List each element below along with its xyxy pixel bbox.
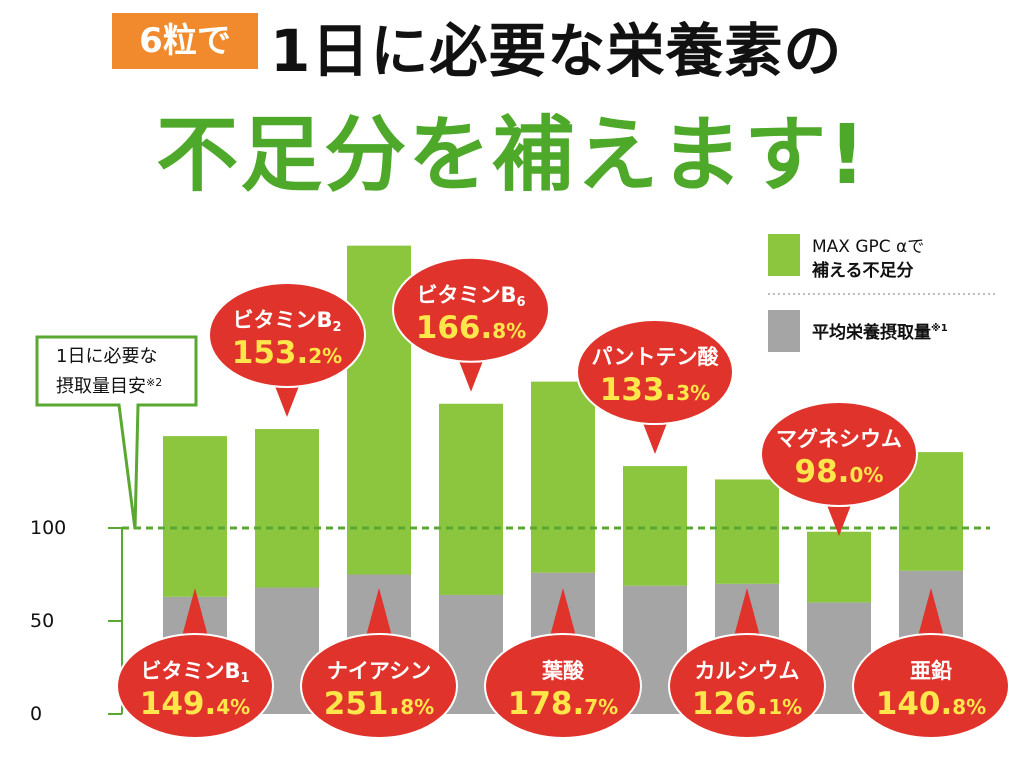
legend-gray-swatch (768, 310, 800, 352)
svg-text:平均栄養摂取量※1: 平均栄養摂取量※1 (812, 322, 948, 343)
bubble-value: 251.8% (324, 686, 434, 722)
headline: 6粒で 1日に必要な栄養素の (0, 0, 1024, 85)
bubble-pointer (457, 355, 485, 392)
reference-line2: 摂取量目安 (56, 376, 146, 397)
bubble-value: 133.3% (600, 372, 710, 408)
bubble-pointer (641, 418, 669, 455)
bubble-pointer (365, 588, 393, 640)
bubble-name: ナイアシン (327, 659, 431, 683)
bubble-value: 153.2% (232, 335, 342, 371)
bar-supplement (255, 429, 319, 588)
bubble-body (668, 633, 826, 739)
bar-supplement (623, 466, 687, 586)
value-bubble: 亜鉛 140.8% (852, 588, 1010, 739)
bubble-name: ビタミンB1 (140, 659, 249, 686)
value-bubble: マグネシウム 98.0% (760, 401, 918, 536)
bubble-name: ビタミンB6 (416, 283, 525, 310)
bubble-body (208, 282, 366, 389)
y-tick-label: 0 (30, 703, 42, 725)
bubble-value: 166.8% (416, 310, 526, 346)
reference-callout: 1日に必要な 摂取量目安※2 (35, 335, 198, 530)
legend-green-line2: 補える不足分 (811, 260, 914, 281)
bubble-body (852, 633, 1010, 739)
bar-supplement (715, 479, 779, 584)
y-tick-label: 50 (30, 610, 54, 632)
reference-note: ※2 (146, 376, 162, 389)
bubble-pointer (733, 588, 761, 640)
value-bubble: カルシウム 126.1% (668, 588, 826, 739)
bar-supplement (439, 403, 503, 595)
bar-supplement (531, 381, 595, 573)
value-bubble: パントテン酸 133.3% (576, 319, 734, 455)
value-bubble: ナイアシン 251.8% (300, 588, 458, 739)
svg-text:摂取量目安※2: 摂取量目安※2 (56, 376, 162, 397)
bubble-body (300, 633, 458, 739)
y-tick-label: 100 (30, 517, 66, 539)
value-bubble: 葉酸 178.7% (484, 588, 642, 739)
bubble-pointer (917, 588, 945, 640)
badge: 6粒で (112, 13, 258, 69)
bubble-name: パントテン酸 (591, 345, 719, 369)
legend-gray-note: ※1 (931, 322, 948, 334)
bubble-name: マグネシウム (776, 427, 902, 451)
bubble-name: 葉酸 (541, 659, 585, 683)
page-subtitle: 不足分を補えます! (156, 108, 868, 203)
reference-line1: 1日に必要な (56, 346, 157, 367)
bubble-value: 126.1% (692, 686, 802, 722)
bubble-value: 178.7% (508, 686, 618, 722)
page-title: 1日に必要な栄養素の (270, 17, 843, 85)
bubble-body (116, 633, 274, 739)
legend: MAX GPC αで 補える不足分 平均栄養摂取量※1 (768, 234, 996, 352)
bubble-body (392, 256, 550, 363)
bubble-value: 140.8% (876, 686, 986, 722)
bar-supplement (163, 436, 227, 597)
bar-supplement (807, 531, 871, 603)
bubble-name: カルシウム (695, 659, 800, 683)
y-axis: 0 50 100 (30, 517, 123, 725)
legend-gray-label: 平均栄養摂取量 (812, 322, 931, 343)
legend-green-line1: MAX GPC αで (812, 237, 924, 257)
bubble-name: 亜鉛 (910, 659, 952, 683)
bubble-name: ビタミンB2 (232, 308, 341, 335)
bubble-value: 98.0% (795, 454, 884, 490)
legend-green-swatch (768, 234, 800, 276)
bubble-value: 149.4% (140, 686, 250, 722)
bubble-body (484, 633, 642, 739)
bubble-pointer (549, 588, 577, 640)
bubble-pointer (273, 381, 301, 418)
bubble-body (760, 401, 918, 507)
bubble-pointer (825, 500, 853, 536)
bubble-pointer (181, 588, 209, 640)
bubble-body (576, 319, 734, 426)
